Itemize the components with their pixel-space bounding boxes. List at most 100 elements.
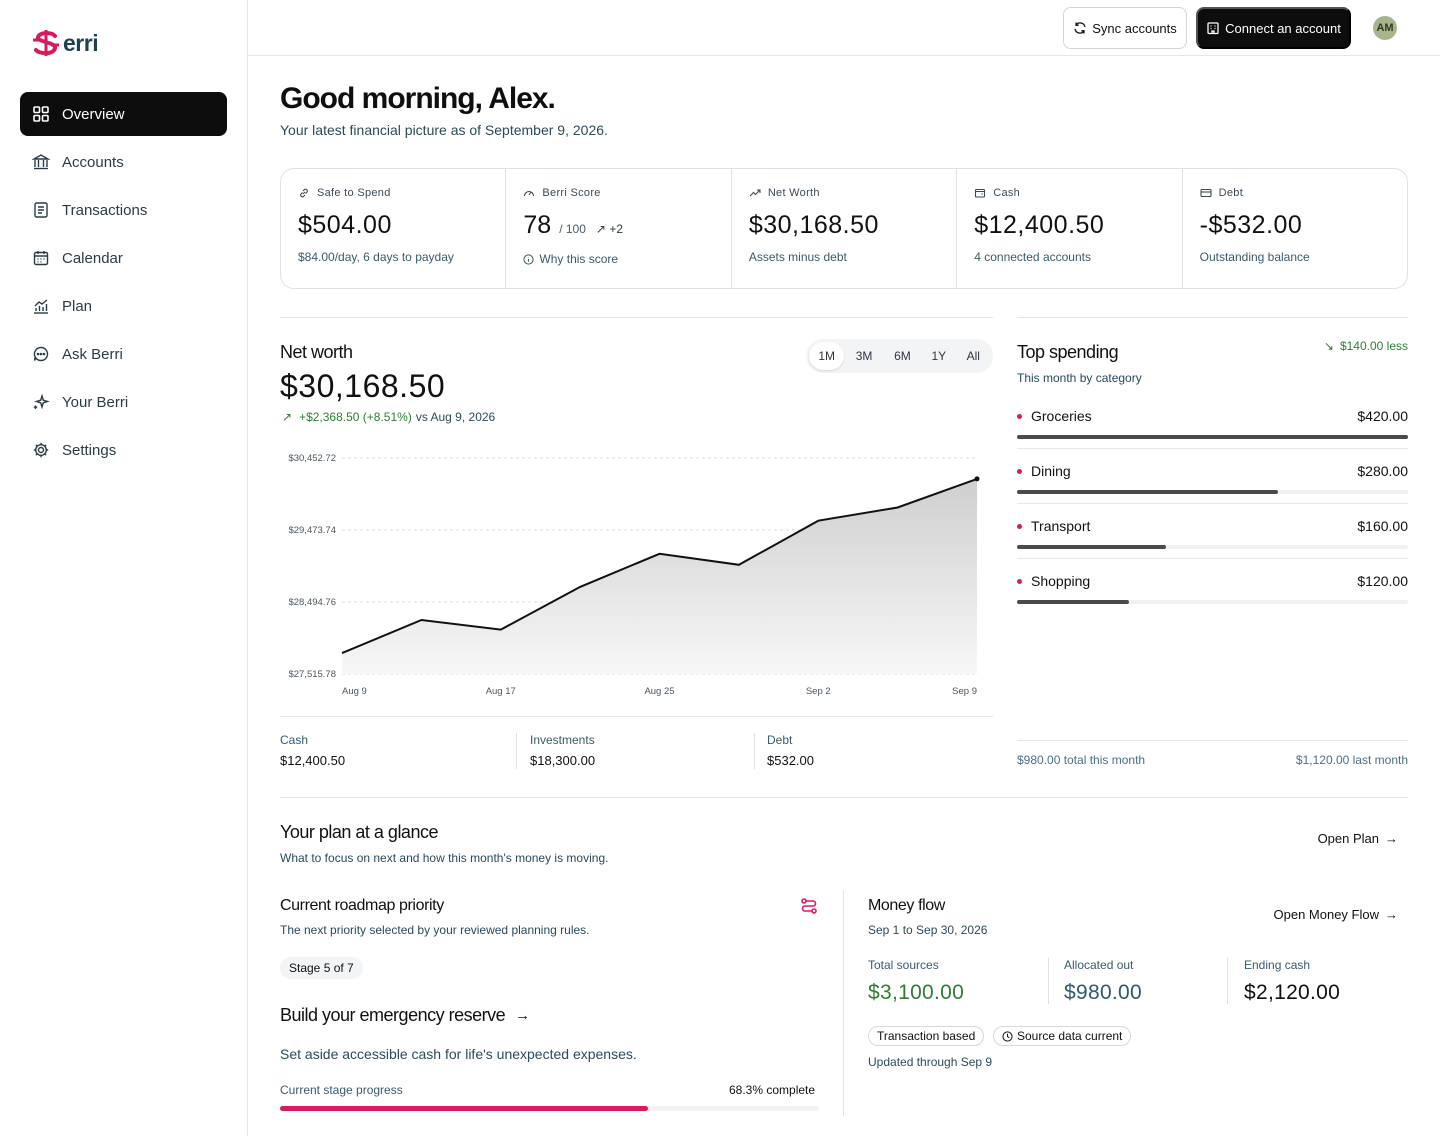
y-tick-label: $29,473.74	[288, 525, 336, 536]
category-dot	[1017, 578, 1022, 584]
net-worth-title: Net worth	[280, 342, 353, 362]
brand-logo[interactable]: erri	[30, 28, 99, 58]
breakdown-debt: Debt $532.00	[767, 733, 814, 768]
spending-row-groceries[interactable]: Groceries $420.00	[1017, 406, 1408, 439]
section-divider	[1017, 317, 1408, 318]
category-label: Transport	[1031, 518, 1091, 534]
link-icon	[300, 188, 308, 198]
y-tick-label: $30,452.72	[288, 453, 336, 464]
building-icon	[1207, 22, 1219, 35]
kpi-debt[interactable]: Debt -$532.00 Outstanding balance	[1183, 169, 1407, 288]
arrow-right-icon: →	[1385, 831, 1398, 846]
receipt-icon	[32, 201, 50, 219]
kpi-berri-score[interactable]: Berri Score 78 / 100 ↗ +2 Why this score	[506, 169, 732, 288]
sidebar-item-calendar[interactable]: Calendar	[20, 236, 227, 280]
range-tab-all[interactable]: All	[966, 349, 980, 363]
chat-icon	[32, 345, 50, 363]
sparkle-icon	[32, 393, 50, 411]
open-money-flow-label: Open Money Flow	[1273, 907, 1380, 922]
route-icon	[801, 898, 817, 914]
kpi-sub: $84.00/day, 6 days to payday	[298, 250, 454, 264]
goal-title: Build your emergency reserve	[280, 1005, 506, 1025]
breakdown-label: Investments	[530, 733, 595, 747]
kpi-net-worth[interactable]: Net Worth $30,168.50 Assets minus debt	[732, 169, 958, 288]
y-tick-label: $27,515.78	[288, 669, 336, 680]
breakdown-value: $12,400.50	[280, 753, 346, 768]
range-tab-6m[interactable]: 6M	[894, 349, 911, 363]
kpi-value: $504.00	[298, 211, 392, 239]
kpi-label: Debt	[1200, 187, 1391, 199]
category-amount: $120.00	[1357, 573, 1408, 589]
spending-row-dining[interactable]: Dining $280.00	[1017, 461, 1408, 494]
x-tick-label: Sep 2	[806, 686, 831, 697]
kpi-safe-to-spend[interactable]: Safe to Spend $504.00 $84.00/day, 6 days…	[281, 169, 507, 288]
category-label: Dining	[1031, 463, 1071, 479]
sidebar-item-overview[interactable]: Overview	[20, 92, 227, 136]
sidebar: erri Overview Accounts Transactions Cale…	[0, 0, 248, 1136]
breakdown-divider	[754, 733, 755, 769]
top-spending-title: Top spending	[1017, 342, 1119, 362]
mf-value: $2,120.00	[1244, 981, 1341, 1004]
why-this-score-link[interactable]: Why this score	[523, 252, 714, 266]
open-plan-link[interactable]: Open Plan →	[1318, 831, 1398, 846]
mf-label: Allocated out	[1064, 958, 1134, 972]
sidebar-item-your-berri[interactable]: Your Berri	[20, 380, 227, 424]
kpi-cash[interactable]: Cash $12,400.50 4 connected accounts	[957, 169, 1183, 288]
kpi-sub: Assets minus debt	[748, 250, 847, 264]
sidebar-item-label: Your Berri	[62, 393, 129, 411]
connect-account-button[interactable]: Connect an account	[1196, 7, 1351, 49]
info-icon	[523, 253, 534, 265]
connect-account-label: Connect an account	[1225, 20, 1341, 36]
page-title: Good morning, Alex.	[280, 82, 556, 115]
goal-link[interactable]: Build your emergency reserve →	[280, 1005, 530, 1026]
range-tab-1m[interactable]: 1M	[809, 342, 845, 370]
allocated-out: Allocated out $980.00	[1064, 958, 1142, 1005]
net-worth-comparison: vs Aug 9, 2026	[415, 410, 496, 424]
spending-change-value: $140.00 less	[1339, 339, 1408, 353]
range-selector: 1M 3M 6M 1Y All	[806, 339, 993, 373]
category-dot	[1017, 413, 1022, 419]
x-tick-label: Aug 25	[644, 686, 674, 697]
mf-divider	[1227, 958, 1228, 1004]
kpi-label: Safe to Spend	[298, 187, 489, 199]
kpi-sub: 4 connected accounts	[974, 250, 1091, 264]
avatar[interactable]: AM	[1373, 16, 1397, 40]
x-tick-label: Aug 17	[486, 686, 516, 697]
roadmap-subtitle: The next priority selected by your revie…	[280, 923, 590, 937]
data-point[interactable]	[974, 476, 980, 482]
grid-icon	[32, 105, 50, 123]
breakdown-value: $532.00	[767, 753, 814, 768]
progress-fill	[280, 1106, 649, 1111]
score-row: 78 / 100 ↗ +2	[523, 211, 714, 240]
breakdown-label: Debt	[767, 733, 793, 747]
trend-up-icon: ↗	[595, 222, 606, 236]
range-tab-1y[interactable]: 1Y	[931, 349, 947, 363]
spending-row-transport[interactable]: Transport $160.00	[1017, 516, 1408, 549]
progress-track	[280, 1106, 819, 1111]
sidebar-item-transactions[interactable]: Transactions	[20, 188, 227, 232]
arrow-right-icon: →	[515, 1007, 530, 1024]
open-money-flow-link[interactable]: Open Money Flow →	[1274, 907, 1399, 922]
sidebar-item-plan[interactable]: Plan	[20, 284, 227, 328]
plan-subtitle: What to focus on next and how this month…	[280, 851, 609, 865]
sync-accounts-button[interactable]: Sync accounts	[1063, 7, 1187, 49]
kpi-label: Cash	[974, 187, 1165, 199]
sidebar-item-label: Settings	[62, 441, 117, 459]
kpi-label-text: Net Worth	[767, 187, 820, 199]
sidebar-item-settings[interactable]: Settings	[20, 428, 227, 472]
range-tab-3m[interactable]: 3M	[855, 349, 873, 363]
page-subtitle: Your latest financial picture as of Sept…	[280, 122, 608, 138]
money-flow-period: Sep 1 to Sep 30, 2026	[868, 923, 988, 937]
score-delta-value: +2	[609, 222, 624, 236]
category-amount: $280.00	[1357, 463, 1408, 479]
category-name: Transport	[1017, 518, 1090, 534]
top-spending-subtitle: This month by category	[1017, 371, 1142, 385]
mf-value: $980.00	[1064, 981, 1143, 1004]
sidebar-item-accounts[interactable]: Accounts	[20, 140, 227, 184]
spending-row-shopping[interactable]: Shopping $120.00	[1017, 571, 1408, 604]
section-divider	[280, 317, 993, 318]
sidebar-item-ask-berri[interactable]: Ask Berri	[20, 332, 227, 376]
mf-label: Total sources	[868, 958, 939, 972]
brand-name: erri	[63, 29, 99, 56]
net-worth-chart: Aug 9 Aug 17 Aug 25 Sep 2 Sep 9 $30,452.72 $2…	[288, 453, 980, 697]
